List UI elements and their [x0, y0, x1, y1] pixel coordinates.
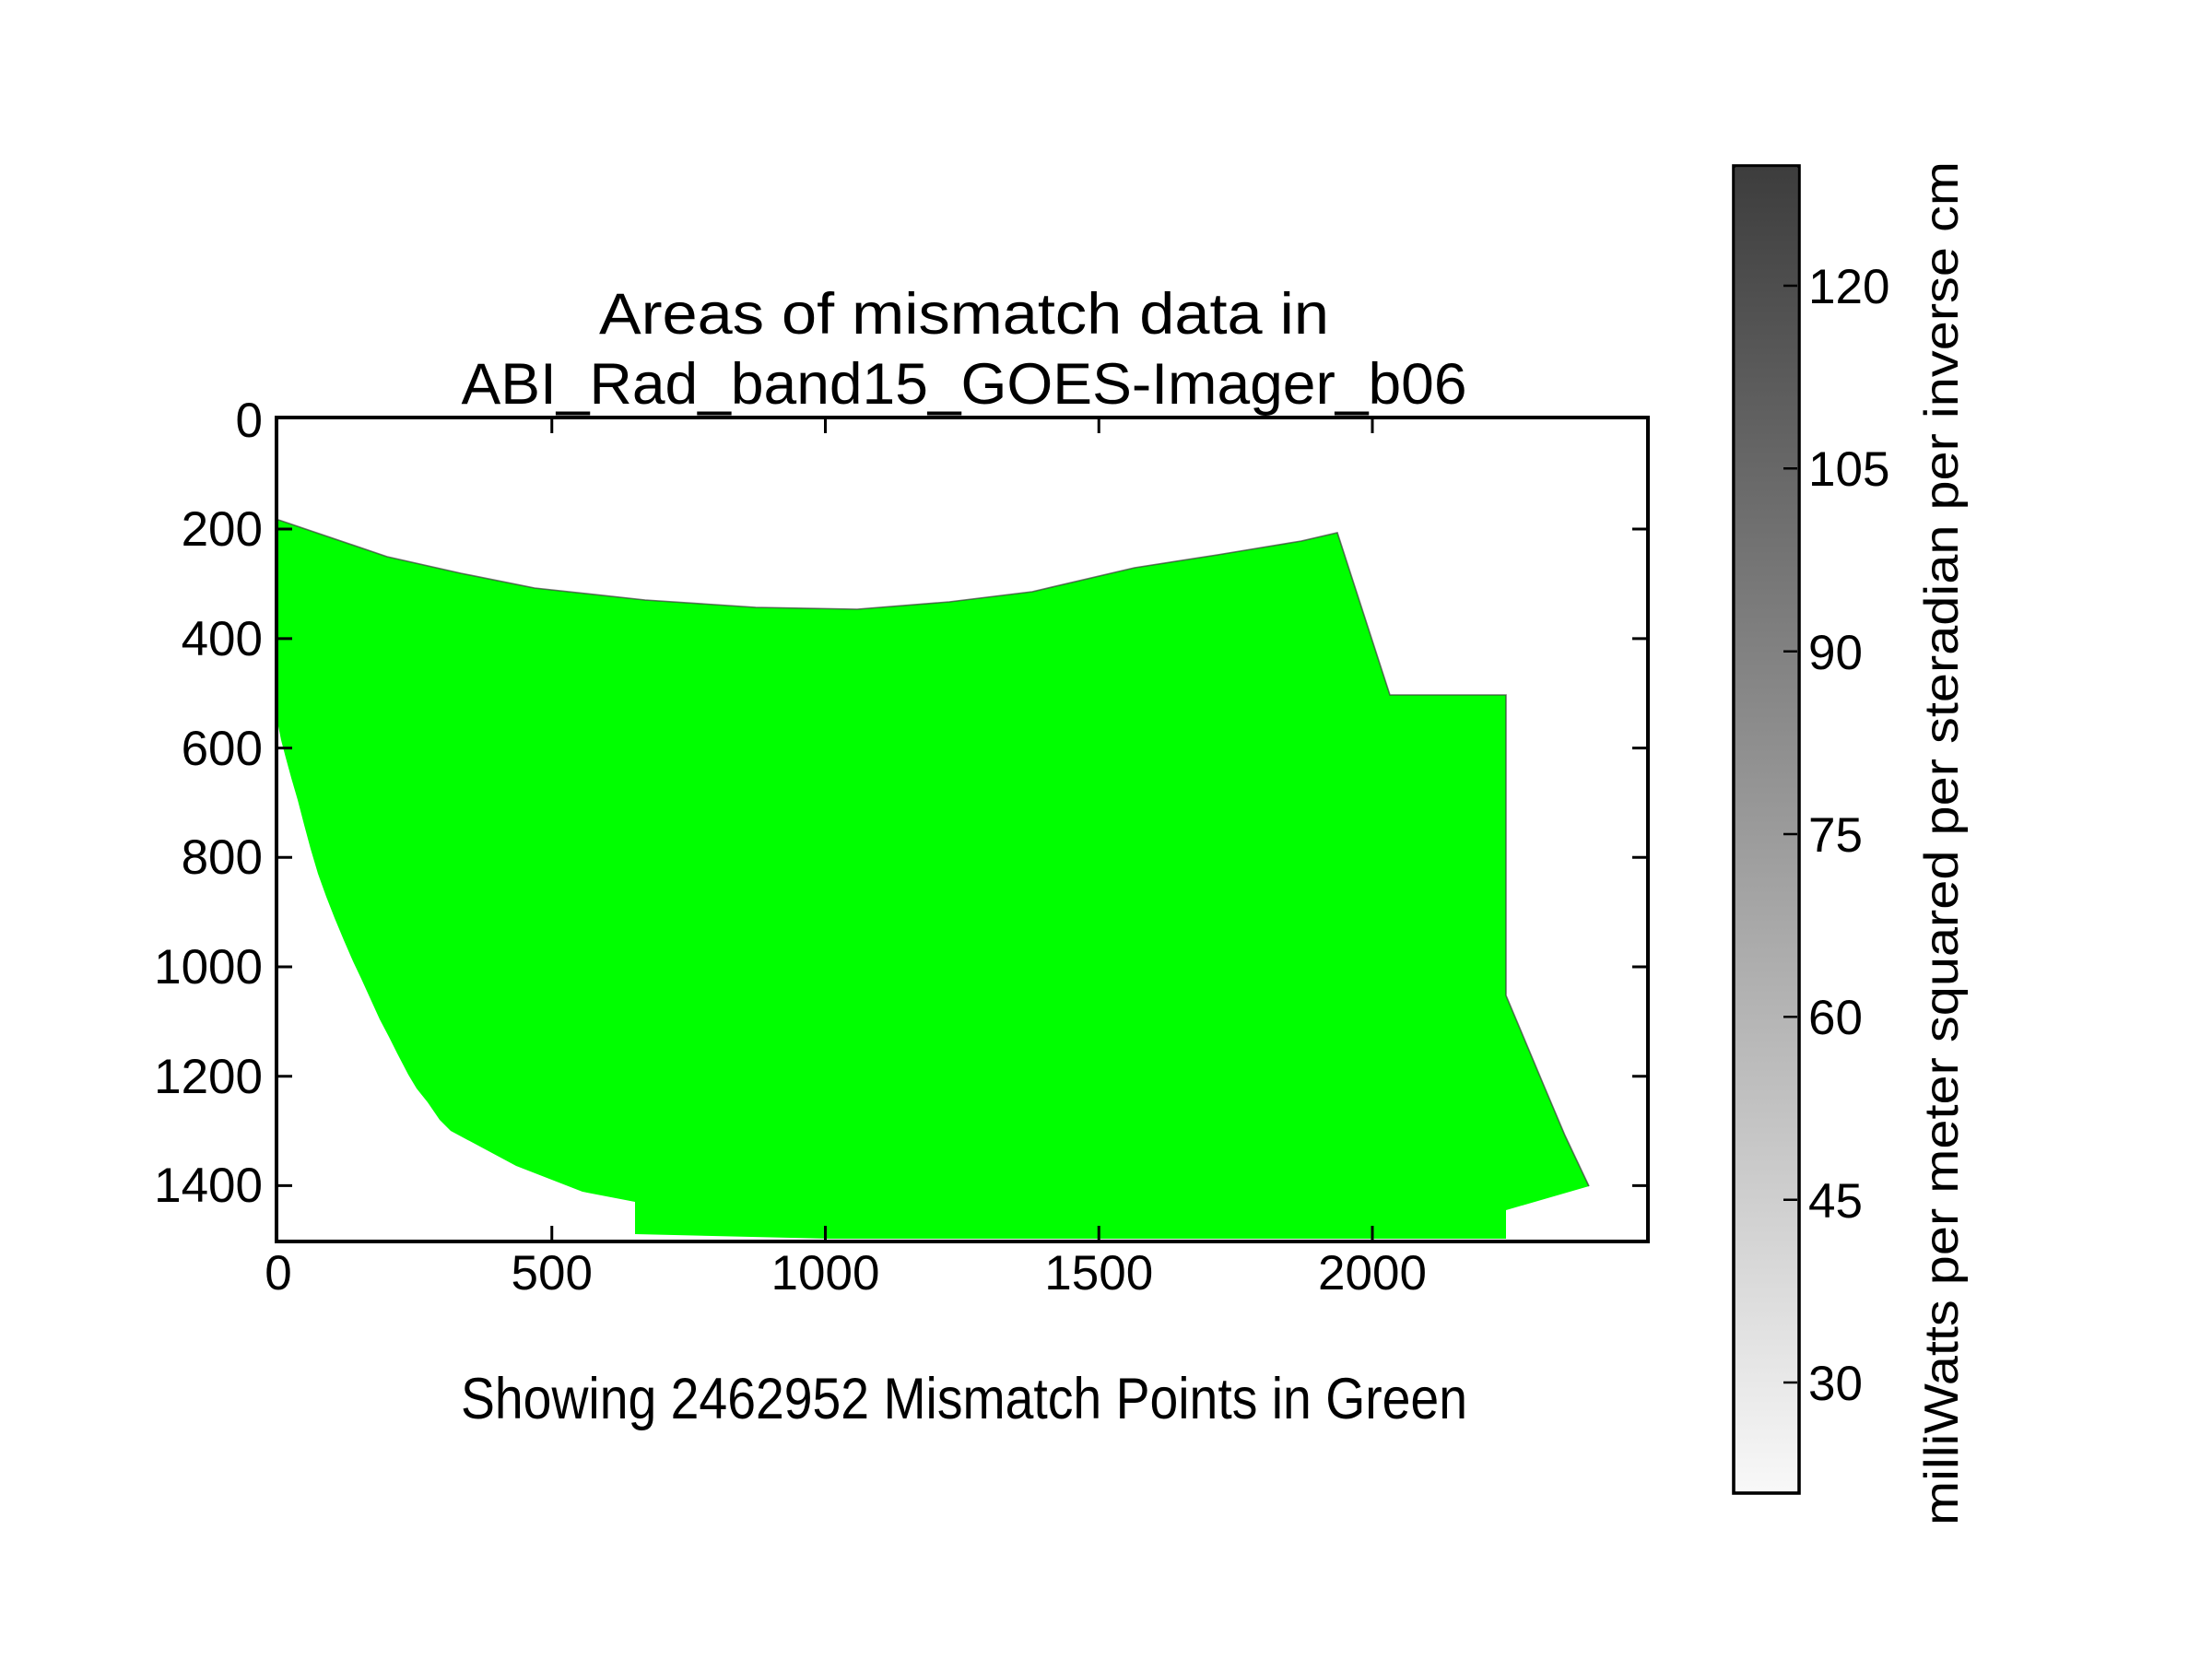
svg-text:200: 200 — [182, 502, 263, 557]
svg-text:600: 600 — [182, 722, 263, 776]
svg-text:800: 800 — [182, 830, 263, 885]
svg-text:1000: 1000 — [771, 1246, 880, 1300]
svg-text:30: 30 — [1808, 1357, 1863, 1411]
svg-text:120: 120 — [1808, 260, 1889, 314]
svg-text:1400: 1400 — [154, 1159, 263, 1213]
svg-text:1200: 1200 — [154, 1050, 263, 1104]
svg-text:90: 90 — [1808, 626, 1863, 680]
svg-text:45: 45 — [1808, 1174, 1863, 1229]
svg-text:Areas of mismatch data in: Areas of mismatch data in — [599, 282, 1329, 347]
svg-text:400: 400 — [182, 612, 263, 666]
svg-text:0: 0 — [236, 394, 263, 448]
svg-text:1000: 1000 — [154, 940, 263, 994]
svg-text:75: 75 — [1808, 808, 1863, 863]
svg-text:500: 500 — [512, 1246, 593, 1300]
svg-text:milliWatts per meter squared p: milliWatts per meter squared per steradi… — [1915, 161, 1969, 1525]
svg-text:ABI_Rad_band15_GOES-Imager_b06: ABI_Rad_band15_GOES-Imager_b06 — [462, 352, 1467, 417]
svg-text:60: 60 — [1808, 991, 1863, 1045]
svg-text:0: 0 — [265, 1246, 291, 1300]
svg-text:1500: 1500 — [1044, 1246, 1153, 1300]
svg-text:105: 105 — [1808, 442, 1889, 497]
svg-text:Showing 2462952 Mismatch Point: Showing 2462952 Mismatch Points in Green — [461, 1367, 1467, 1431]
svg-text:2000: 2000 — [1318, 1246, 1427, 1300]
